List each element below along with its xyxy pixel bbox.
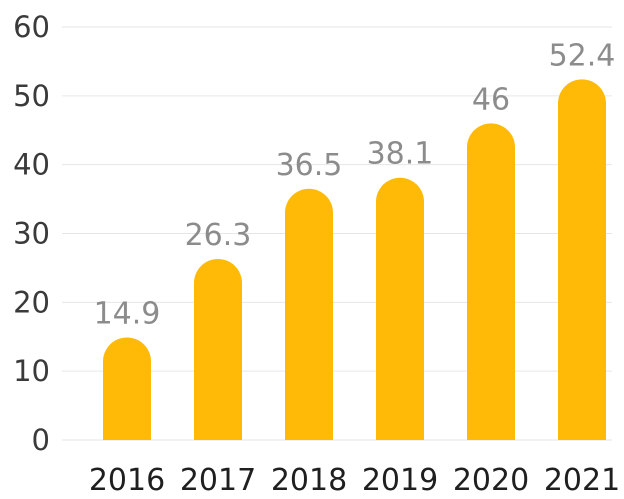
bars [103,79,606,441]
bar-2019 [376,177,424,440]
bar-2017 [194,258,243,440]
x-axis-tick-labels: 2016 2017 2018 2019 2020 2021 [89,463,620,498]
gridlines [62,26,612,441]
x-tick-label-2021: 2021 [544,463,620,498]
data-label-2020: 46 [472,82,510,117]
data-labels: 14.9 26.3 36.5 38.1 46 52.4 [94,38,616,331]
x-tick-label-2019: 2019 [362,463,438,498]
y-tick-label: 0 [32,423,50,457]
y-tick-label: 50 [13,79,50,113]
x-tick-label-2018: 2018 [271,463,347,498]
bar-2020 [467,123,515,440]
y-tick-label: 10 [13,354,50,388]
data-label-2017: 26.3 [185,218,252,253]
data-label-2016: 14.9 [94,296,161,331]
y-tick-label: 40 [13,148,50,182]
bar-2018 [285,188,333,440]
y-tick-label: 20 [13,285,50,319]
y-tick-label: 60 [13,10,50,44]
x-tick-label-2020: 2020 [453,463,529,498]
data-label-2018: 36.5 [276,148,343,183]
y-tick-label: 30 [13,217,50,251]
data-label-2021: 52.4 [549,38,616,73]
bar-2021 [558,79,606,441]
x-tick-label-2016: 2016 [89,463,165,498]
y-axis-tick-labels: 0 10 20 30 40 50 60 [13,10,50,457]
bar-2016 [103,337,151,440]
x-tick-label-2017: 2017 [180,463,256,498]
data-label-2019: 38.1 [367,137,434,172]
